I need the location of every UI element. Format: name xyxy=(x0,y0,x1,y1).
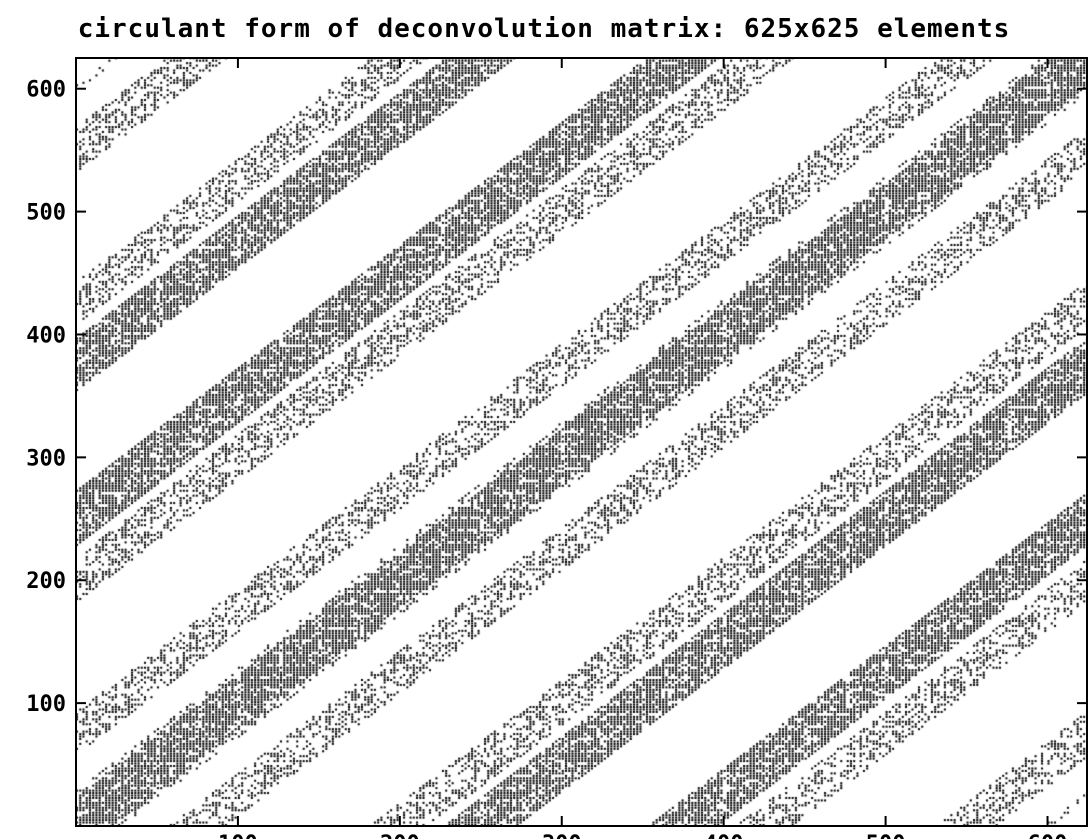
x-tick-label: 100 xyxy=(218,832,258,839)
y-tick-label: 200 xyxy=(26,569,66,594)
matrix-pattern xyxy=(76,58,1088,826)
x-tick-label: 300 xyxy=(542,832,582,839)
plot-frame xyxy=(75,57,1088,827)
x-tick-label: 500 xyxy=(866,832,906,839)
y-tick-labels: 100 200 300 400 500 600 xyxy=(26,78,66,717)
y-tick-label: 500 xyxy=(26,201,66,226)
x-tick-labels: 100 200 300 400 500 600 xyxy=(218,832,1067,839)
y-tick-label: 400 xyxy=(26,323,66,348)
x-tick-label: 400 xyxy=(704,832,744,839)
plot-area xyxy=(76,58,1088,826)
x-tick-label: 600 xyxy=(1028,832,1068,839)
y-tick-label: 600 xyxy=(26,78,66,103)
axes xyxy=(75,57,1088,827)
x-tick-label: 200 xyxy=(380,832,420,839)
y-tick-label: 100 xyxy=(26,692,66,717)
chart-title: circulant form of deconvolution matrix: … xyxy=(77,14,1011,44)
y-tick-label: 300 xyxy=(26,446,66,471)
